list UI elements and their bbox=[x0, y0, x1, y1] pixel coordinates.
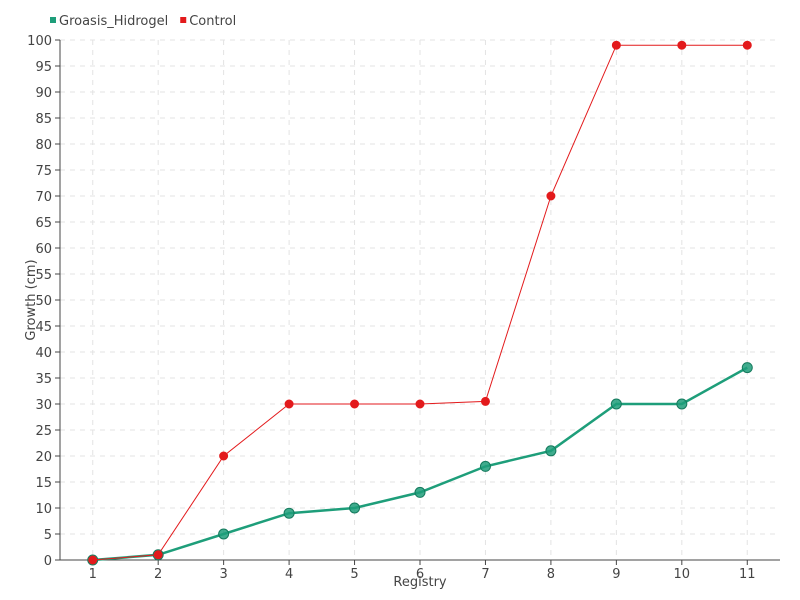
x-tick-label: 7 bbox=[481, 567, 489, 582]
x-tick-label: 5 bbox=[350, 567, 358, 582]
data-point bbox=[153, 550, 163, 560]
y-tick-label: 5 bbox=[44, 528, 52, 543]
series-layer bbox=[87, 40, 753, 566]
data-point bbox=[677, 40, 687, 50]
series-control bbox=[88, 40, 752, 565]
x-tick-label: 4 bbox=[285, 567, 293, 582]
data-point bbox=[219, 451, 229, 461]
y-tick-label: 10 bbox=[35, 502, 52, 517]
data-point bbox=[611, 40, 621, 50]
x-tick-label: 6 bbox=[416, 567, 424, 582]
y-tick-label: 30 bbox=[35, 398, 52, 413]
legend-label: Groasis_Hidrogel bbox=[59, 14, 168, 29]
x-tick-label: 9 bbox=[612, 567, 620, 582]
data-point bbox=[479, 460, 491, 472]
legend-swatch bbox=[180, 17, 187, 23]
data-point bbox=[414, 486, 426, 498]
grid bbox=[60, 39, 780, 560]
y-tick-label: 60 bbox=[35, 242, 52, 257]
data-point bbox=[349, 502, 361, 514]
x-tick-label: 2 bbox=[154, 567, 162, 582]
data-point bbox=[610, 398, 622, 410]
y-tick-label: 50 bbox=[35, 294, 52, 309]
x-tick-label: 11 bbox=[739, 567, 756, 582]
y-tick-label: 25 bbox=[35, 424, 52, 439]
y-tick-label: 80 bbox=[35, 138, 52, 153]
y-tick-label: 35 bbox=[35, 372, 52, 387]
data-point bbox=[415, 399, 425, 409]
y-tick-label: 65 bbox=[35, 216, 52, 231]
data-point bbox=[283, 507, 295, 519]
legend: Groasis_Hidrogel Control bbox=[50, 14, 236, 29]
y-tick-label: 75 bbox=[35, 164, 52, 179]
data-point bbox=[546, 191, 556, 201]
data-point bbox=[741, 362, 753, 374]
y-tick-label: 95 bbox=[35, 60, 52, 75]
data-point bbox=[350, 399, 360, 409]
data-point bbox=[480, 396, 490, 406]
y-tick-label: 85 bbox=[35, 112, 52, 127]
y-tick-label: 15 bbox=[35, 476, 52, 491]
x-axis-title: Registry bbox=[393, 575, 447, 590]
data-point bbox=[676, 398, 688, 410]
x-tick-label: 8 bbox=[547, 567, 555, 582]
y-tick-label: 70 bbox=[35, 190, 52, 205]
x-tick-label: 10 bbox=[674, 567, 691, 582]
legend-swatch bbox=[50, 17, 56, 23]
y-tick-label: 40 bbox=[35, 346, 52, 361]
legend-label: Control bbox=[189, 14, 236, 29]
data-point bbox=[742, 40, 752, 50]
y-tick-label: 100 bbox=[27, 34, 52, 49]
y-axis-title: Growth (cm) bbox=[24, 259, 39, 340]
data-point bbox=[88, 555, 98, 565]
axes: 0510152025303540455055606570758085909510… bbox=[27, 34, 780, 582]
y-tick-label: 20 bbox=[35, 450, 52, 465]
y-tick-label: 45 bbox=[35, 320, 52, 335]
x-tick-label: 1 bbox=[89, 567, 97, 582]
y-tick-label: 0 bbox=[44, 554, 52, 569]
data-point bbox=[218, 528, 230, 540]
y-tick-label: 90 bbox=[35, 86, 52, 101]
x-tick-label: 3 bbox=[219, 567, 227, 582]
y-tick-label: 55 bbox=[35, 268, 52, 283]
data-point bbox=[284, 399, 294, 409]
data-point bbox=[545, 445, 557, 457]
